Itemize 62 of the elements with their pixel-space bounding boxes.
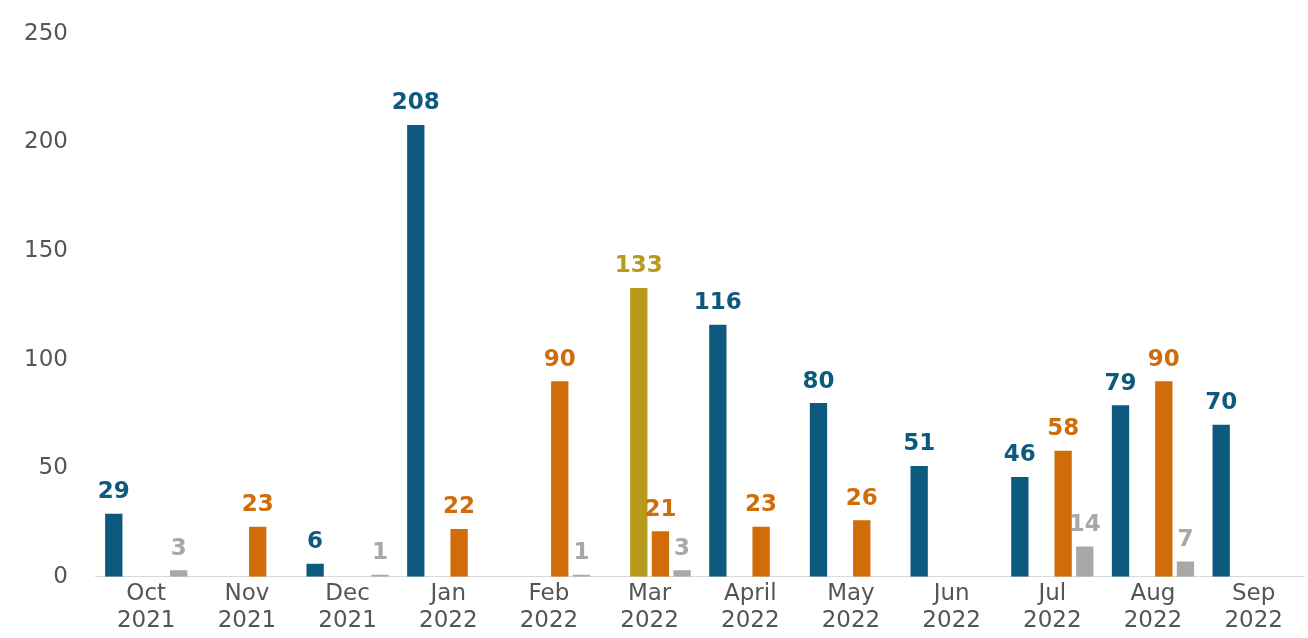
data-label: 58 xyxy=(1047,414,1080,441)
bar xyxy=(450,529,468,577)
data-label: 26 xyxy=(845,483,878,510)
data-label: 208 xyxy=(391,88,440,115)
y-tick-label: 50 xyxy=(38,453,68,480)
bar xyxy=(651,531,670,577)
x-tick-label: Jan 2022 xyxy=(418,578,478,633)
bar xyxy=(1011,476,1029,577)
bar xyxy=(170,570,188,577)
data-label: 116 xyxy=(693,288,742,315)
x-tick-label: Jul 2022 xyxy=(1023,578,1082,633)
data-label: 79 xyxy=(1104,368,1137,395)
x-tick-label: Nov 2021 xyxy=(217,578,277,633)
bar xyxy=(1076,546,1094,577)
y-tick-label: 200 xyxy=(23,127,68,154)
data-label: 22 xyxy=(443,492,476,519)
data-label: 1 xyxy=(573,538,590,565)
bar xyxy=(752,526,770,577)
data-label: 80 xyxy=(802,366,835,393)
bar xyxy=(809,403,828,577)
bar xyxy=(551,381,569,577)
bar xyxy=(1212,424,1230,577)
bar xyxy=(1111,405,1130,577)
bar xyxy=(1155,381,1173,577)
y-tick-label: 250 xyxy=(23,18,68,45)
data-label: 7 xyxy=(1177,525,1194,552)
bar xyxy=(910,466,928,577)
bar xyxy=(853,520,871,577)
data-label: 46 xyxy=(1003,440,1036,467)
data-label: 6 xyxy=(307,527,324,554)
x-tick-label: Jun 2022 xyxy=(922,578,981,633)
data-label: 70 xyxy=(1205,388,1238,415)
data-label: 133 xyxy=(614,251,663,278)
data-label: 3 xyxy=(674,533,691,560)
bar xyxy=(249,526,267,577)
data-label: 51 xyxy=(903,429,936,456)
x-tick-label: May 2022 xyxy=(821,578,881,633)
data-label: 23 xyxy=(241,490,274,517)
data-label: 90 xyxy=(1147,344,1180,371)
y-tick-label: 100 xyxy=(23,344,68,371)
y-tick-label: 0 xyxy=(53,561,68,588)
x-tick-label: Mar 2022 xyxy=(620,578,679,633)
x-tick-label: Oct 2021 xyxy=(116,578,176,633)
x-tick-label: Dec 2021 xyxy=(318,578,377,633)
data-label: 29 xyxy=(97,477,130,504)
bar xyxy=(407,125,425,577)
bar xyxy=(709,324,727,577)
bar xyxy=(1176,561,1195,577)
y-tick-label: 150 xyxy=(23,235,68,262)
data-label: 1 xyxy=(372,538,389,565)
data-label: 23 xyxy=(745,490,778,517)
bar xyxy=(630,287,648,577)
x-tick-label: Aug 2022 xyxy=(1123,578,1183,633)
data-label: 90 xyxy=(543,344,576,371)
bar xyxy=(1054,450,1072,577)
x-tick-label: April 2022 xyxy=(721,578,780,633)
x-tick-label: Feb 2022 xyxy=(519,578,579,633)
bar xyxy=(673,570,691,577)
data-label: 3 xyxy=(170,533,187,560)
bar xyxy=(306,563,324,577)
x-tick-label: Sep 2022 xyxy=(1224,578,1283,633)
bar xyxy=(105,513,123,577)
